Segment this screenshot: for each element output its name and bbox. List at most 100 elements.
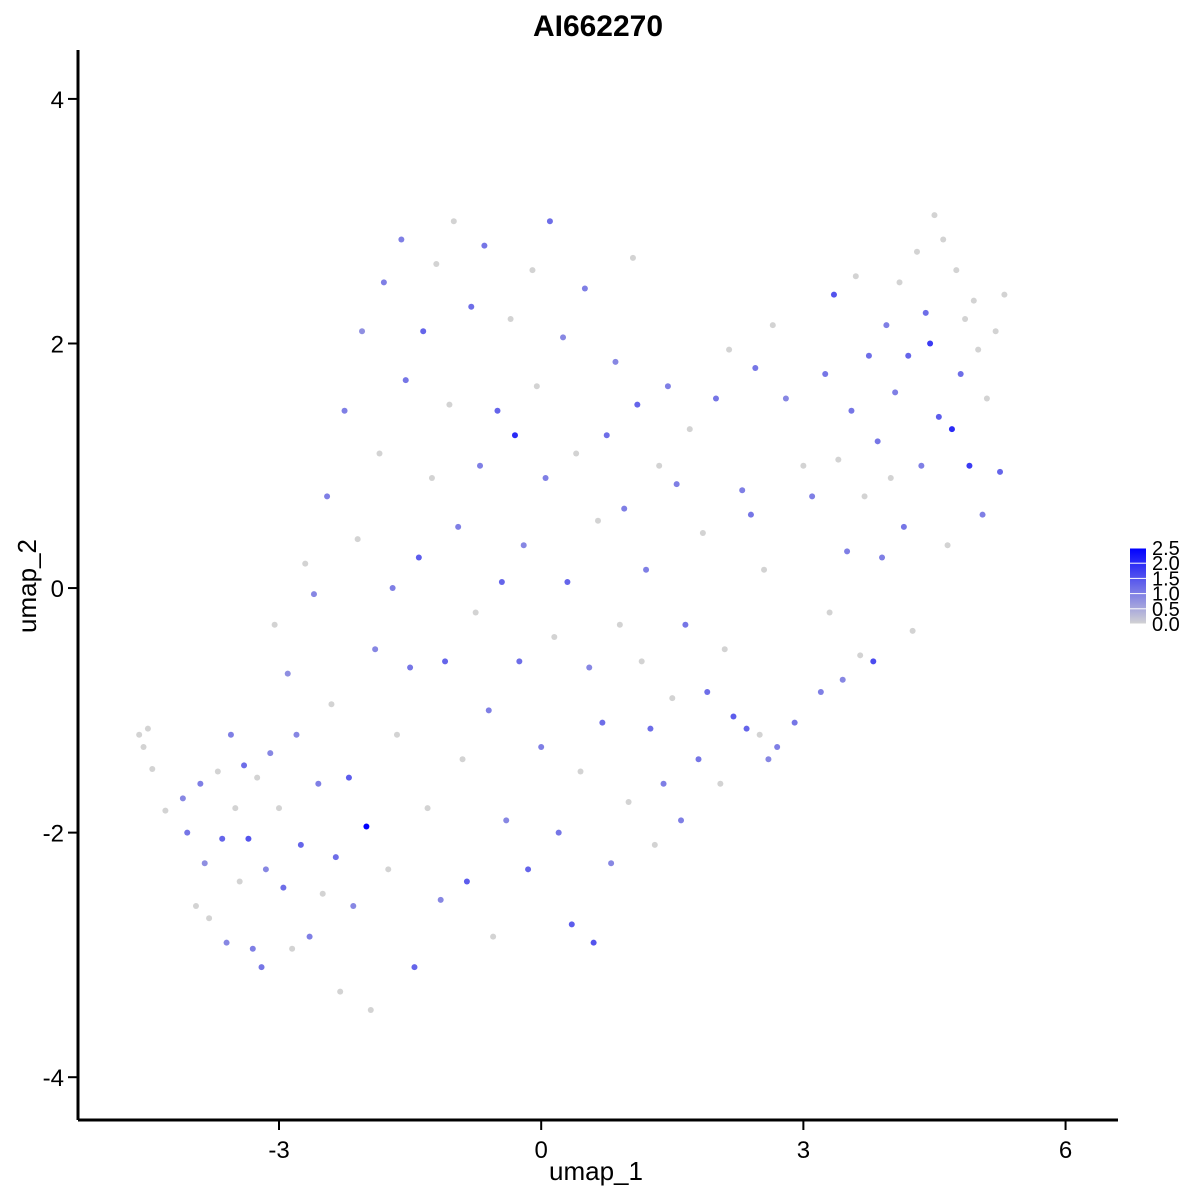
data-point-22 [262,866,269,873]
data-point-5 [179,795,186,802]
data-point-36 [324,493,331,500]
data-point-7 [192,903,199,909]
data-point-37 [328,701,335,708]
data-point-14 [227,731,234,738]
data-point-24 [271,621,278,628]
data-point-107 [634,401,641,408]
data-point-174 [962,316,969,323]
colorbar-ticks: 0.00.51.01.52.02.5 [1130,538,1180,636]
data-point-31 [302,560,309,567]
data-point-111 [651,841,658,848]
data-point-125 [721,646,728,653]
data-point-66 [455,523,462,530]
data-point-139 [800,462,807,469]
data-point-8 [197,780,204,787]
data-point-97 [590,939,597,946]
data-point-104 [621,505,628,512]
data-point-23 [267,750,274,757]
data-point-9 [201,860,208,867]
data-point-129 [743,725,750,732]
points-layer [136,212,1008,1013]
data-point-135 [769,322,776,329]
data-point-15 [232,805,239,812]
data-point-30 [297,841,304,848]
data-point-78 [507,316,514,323]
data-point-124 [717,780,724,787]
data-point-161 [905,352,912,359]
colorbar-tick-label-4: 2.0 [1152,553,1180,575]
data-point-158 [892,389,899,396]
data-point-121 [699,530,706,537]
data-point-122 [704,689,711,695]
data-point-83 [529,267,536,274]
data-point-162 [909,627,916,634]
chart-title: AI662270 [533,10,663,43]
data-point-105 [625,799,632,806]
data-point-181 [997,468,1004,475]
data-point-84 [533,383,540,390]
data-point-25 [276,805,283,812]
data-point-136 [774,744,781,751]
data-point-131 [752,364,759,371]
data-point-2 [144,725,151,732]
data-point-146 [839,676,846,683]
data-point-120 [695,756,702,763]
data-point-166 [927,340,934,347]
data-point-160 [900,523,907,530]
data-point-153 [870,658,877,665]
colorbar-tick-label-3: 1.5 [1152,568,1180,590]
data-point-143 [826,609,833,616]
data-point-69 [468,303,475,310]
data-point-63 [442,658,449,665]
data-point-172 [953,267,960,274]
data-point-47 [372,646,379,653]
data-point-0 [136,731,143,738]
data-point-70 [472,609,479,616]
data-point-65 [450,218,457,225]
data-point-127 [730,713,737,720]
data-point-29 [293,731,300,738]
data-point-11 [214,768,221,775]
y-tick-label-1: -2 [43,821,64,848]
data-point-115 [669,695,676,702]
data-point-72 [481,242,488,249]
data-point-93 [573,450,580,457]
data-point-132 [756,731,763,738]
data-point-50 [385,866,392,873]
colorbar-tick-label-5: 2.5 [1152,538,1180,560]
data-point-119 [686,426,693,433]
data-point-64 [446,401,453,408]
data-point-103 [616,621,623,628]
data-point-145 [835,456,842,463]
data-point-1 [140,744,147,751]
data-point-74 [490,933,497,940]
y-axis: -4 -2 0 2 4 [43,50,80,1120]
data-point-117 [678,817,685,824]
data-point-150 [857,652,864,659]
data-point-171 [948,426,955,433]
data-point-128 [739,487,746,494]
data-point-173 [957,371,964,378]
data-point-42 [350,903,357,909]
data-point-144 [830,291,837,298]
data-point-43 [354,536,361,543]
data-point-102 [612,358,619,365]
data-point-91 [564,578,571,585]
data-point-180 [992,328,999,335]
y-tick-label-4: 4 [51,87,64,114]
data-point-152 [865,352,872,359]
data-point-123 [712,395,719,402]
data-point-138 [791,719,798,726]
data-point-52 [393,731,400,738]
data-point-112 [656,462,663,469]
data-point-39 [337,988,344,995]
data-point-34 [315,780,322,787]
data-point-118 [682,621,689,628]
data-point-170 [944,542,951,549]
data-point-19 [249,945,256,952]
data-point-76 [498,578,505,585]
data-point-148 [848,407,855,414]
data-point-40 [341,407,348,414]
data-point-81 [520,542,527,549]
data-point-44 [359,328,366,335]
